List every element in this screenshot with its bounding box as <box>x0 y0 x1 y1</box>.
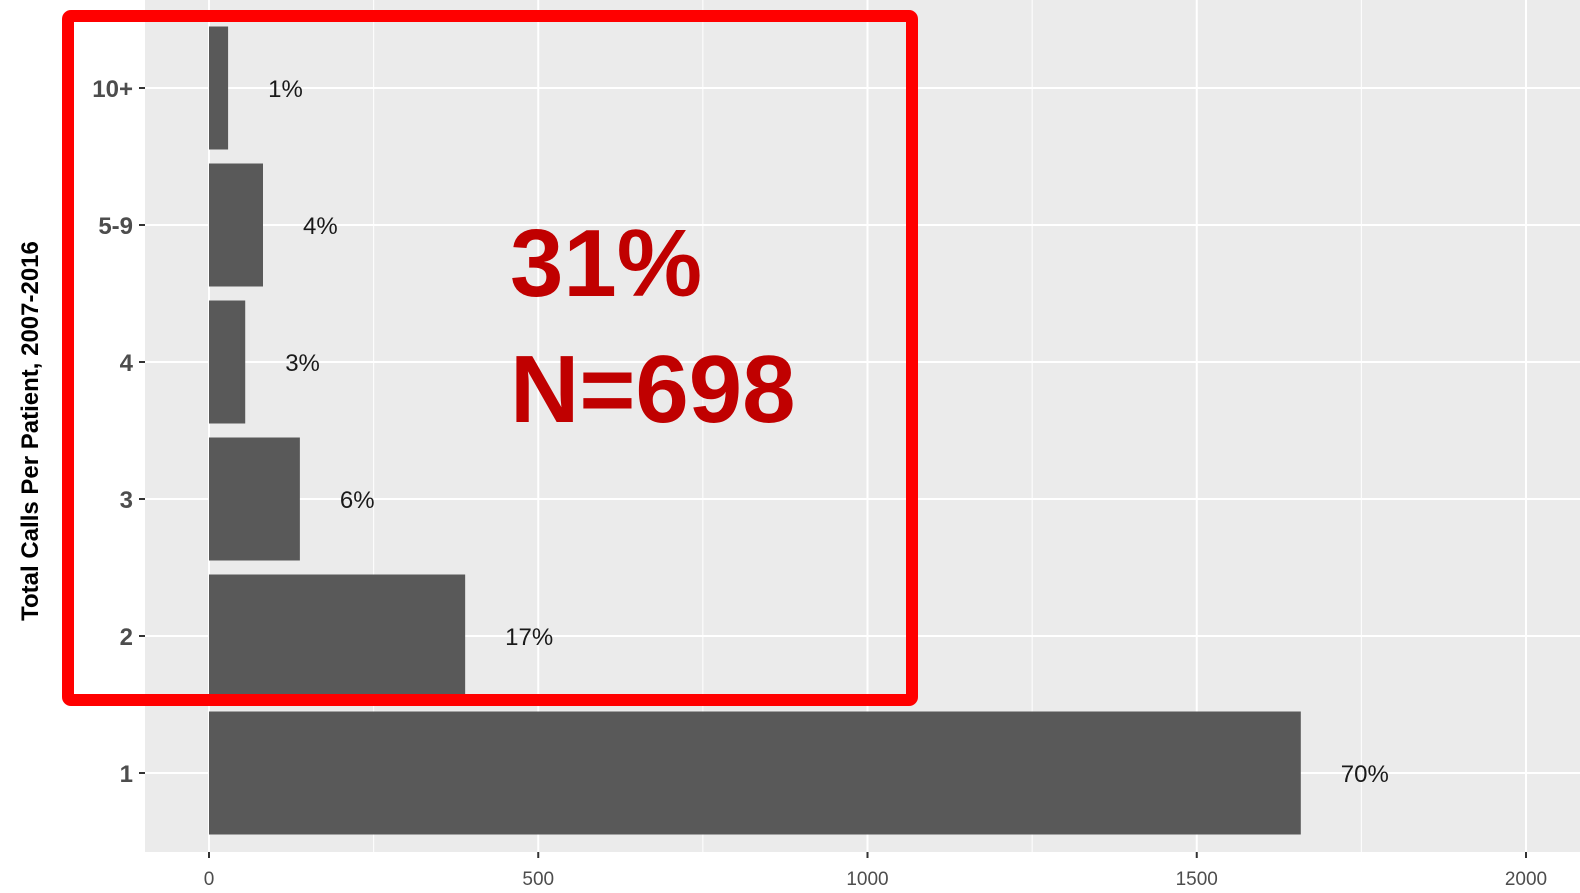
highlight-box <box>62 10 918 706</box>
y-axis-title: Total Calls Per Patient, 2007-2016 <box>17 241 44 621</box>
bar-10+ <box>209 26 229 150</box>
x-tick-label-1500: 1500 <box>1176 869 1218 890</box>
bar-5-9 <box>209 163 263 287</box>
x-tick-label-500: 500 <box>522 869 554 890</box>
x-tick-label-2000: 2000 <box>1505 869 1547 890</box>
y-axis: 1 2 3 4 5-9 10+ <box>92 76 145 788</box>
data-label-2: 17% <box>505 624 553 651</box>
y-tick-label-1: 1 <box>120 761 133 788</box>
x-tick-label-0: 0 <box>204 869 215 890</box>
bar-2 <box>209 574 466 698</box>
bar-4 <box>209 300 246 424</box>
data-label-1: 70% <box>1341 761 1389 788</box>
x-tick-label-1000: 1000 <box>846 869 888 890</box>
plot-panel <box>145 0 1580 852</box>
annotation-percent: 31% <box>510 210 702 317</box>
x-axis: 0 500 1000 1500 2000 <box>204 852 1547 890</box>
bar-3 <box>209 437 300 561</box>
data-label-4: 3% <box>285 350 320 377</box>
y-tick-label-10+: 10+ <box>92 76 133 103</box>
data-label-10+: 1% <box>268 76 303 103</box>
y-tick-label-4: 4 <box>120 350 134 377</box>
y-tick-label-3: 3 <box>120 487 133 514</box>
y-tick-label-2: 2 <box>120 624 133 651</box>
data-labels: 70% 17% 6% 3% 4% 1% <box>268 76 1389 788</box>
data-label-5-9: 4% <box>303 213 338 240</box>
bars <box>209 26 1301 835</box>
data-label-3: 6% <box>340 487 375 514</box>
annotation-count: N=698 <box>510 336 796 443</box>
y-tick-label-5-9: 5-9 <box>98 213 133 240</box>
bar-1 <box>209 711 1301 835</box>
